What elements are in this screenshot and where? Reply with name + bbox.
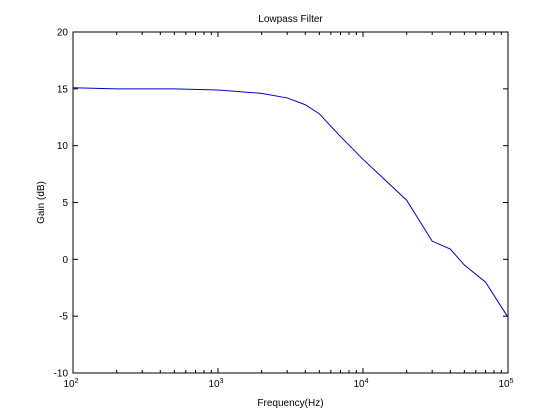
y-tick-label: -5 <box>59 312 68 323</box>
y-tick-label: 10 <box>57 141 69 152</box>
x-tick-label: 104 <box>353 378 368 390</box>
x-tick-label: 103 <box>208 378 223 390</box>
y-tick-label: 15 <box>57 84 69 95</box>
y-axis-label: Gain (dB) <box>36 181 47 224</box>
y-tick-label: 20 <box>57 28 69 39</box>
x-axis-label: Frequency(Hz) <box>257 398 323 409</box>
x-tick-label: 102 <box>63 378 78 390</box>
y-tick-label: 5 <box>62 198 68 209</box>
y-tick-label: -10 <box>54 369 69 380</box>
chart-title: Lowpass Filter <box>258 14 323 25</box>
x-tick-label: 105 <box>498 378 513 390</box>
y-tick-label: 0 <box>62 255 68 266</box>
plot-area <box>73 32 508 373</box>
